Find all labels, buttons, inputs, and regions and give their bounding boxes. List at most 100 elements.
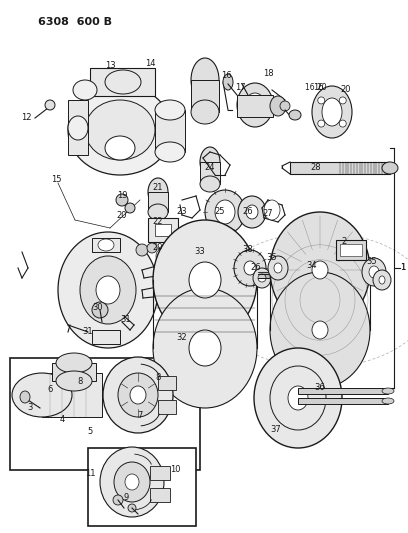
Ellipse shape (223, 74, 233, 90)
Bar (155, 110, 185, 152)
Text: 37: 37 (271, 425, 282, 434)
Ellipse shape (73, 80, 97, 100)
Text: 21: 21 (153, 183, 163, 192)
Ellipse shape (116, 194, 128, 206)
Bar (158, 400, 176, 414)
Ellipse shape (312, 321, 328, 339)
Text: 38: 38 (243, 246, 253, 254)
Bar (340, 244, 362, 256)
Ellipse shape (200, 147, 220, 177)
Ellipse shape (270, 366, 326, 430)
Ellipse shape (189, 262, 221, 298)
Ellipse shape (191, 100, 219, 124)
Text: 32: 32 (177, 334, 187, 343)
Text: 16: 16 (221, 70, 231, 79)
Ellipse shape (45, 100, 55, 110)
Ellipse shape (312, 86, 352, 138)
Text: 30: 30 (93, 303, 103, 312)
Text: 9: 9 (123, 494, 129, 503)
Text: 19: 19 (117, 191, 127, 200)
Ellipse shape (373, 270, 391, 290)
Bar (92, 238, 120, 252)
Text: 6308  600 B: 6308 600 B (38, 17, 112, 27)
Text: 24: 24 (205, 164, 215, 173)
Text: 12: 12 (21, 114, 31, 123)
Text: 16: 16 (313, 83, 323, 92)
Ellipse shape (382, 388, 394, 394)
Ellipse shape (312, 261, 328, 279)
Text: 4: 4 (60, 416, 64, 424)
Text: 16 20: 16 20 (305, 83, 327, 92)
Text: 27: 27 (263, 209, 273, 219)
Ellipse shape (68, 85, 172, 175)
Ellipse shape (362, 258, 386, 286)
Ellipse shape (270, 96, 286, 116)
Text: 17: 17 (235, 83, 245, 92)
Text: 35: 35 (367, 257, 377, 266)
Bar (10, 358, 200, 470)
Text: 10: 10 (170, 465, 180, 474)
Ellipse shape (280, 101, 290, 111)
Ellipse shape (113, 495, 123, 505)
Bar (150, 488, 170, 502)
Ellipse shape (200, 176, 220, 192)
Bar (148, 192, 168, 212)
Ellipse shape (85, 100, 155, 160)
Bar (200, 162, 220, 184)
Bar (237, 95, 273, 117)
Ellipse shape (339, 120, 346, 127)
Ellipse shape (58, 232, 158, 348)
Ellipse shape (156, 249, 168, 263)
Ellipse shape (155, 100, 185, 120)
Text: 35: 35 (267, 254, 277, 262)
Text: 36: 36 (315, 384, 325, 392)
Ellipse shape (12, 373, 72, 417)
Ellipse shape (130, 386, 146, 404)
Ellipse shape (245, 93, 265, 117)
Bar (191, 80, 219, 112)
Ellipse shape (264, 200, 280, 220)
Ellipse shape (322, 98, 342, 126)
Ellipse shape (288, 386, 308, 410)
Ellipse shape (237, 83, 273, 127)
Ellipse shape (96, 276, 120, 304)
Ellipse shape (125, 474, 139, 490)
Ellipse shape (274, 263, 282, 273)
Text: 29: 29 (153, 244, 163, 253)
Text: 34: 34 (307, 262, 317, 271)
Text: 33: 33 (195, 247, 205, 256)
Ellipse shape (118, 373, 158, 417)
Text: 3: 3 (27, 403, 33, 413)
Text: 20: 20 (117, 211, 127, 220)
Text: 8: 8 (155, 374, 161, 383)
Ellipse shape (80, 256, 136, 324)
Ellipse shape (92, 302, 108, 318)
Ellipse shape (189, 330, 221, 366)
Bar (155, 224, 171, 236)
Ellipse shape (244, 261, 256, 275)
Ellipse shape (238, 196, 266, 228)
Text: 8: 8 (77, 377, 83, 386)
Ellipse shape (171, 329, 185, 343)
Bar (150, 466, 170, 480)
Text: 13: 13 (105, 61, 115, 70)
Text: 1: 1 (400, 263, 406, 272)
Ellipse shape (98, 239, 114, 251)
Ellipse shape (369, 266, 379, 278)
Ellipse shape (205, 190, 245, 234)
Text: 31: 31 (83, 327, 93, 336)
Ellipse shape (155, 142, 185, 162)
Ellipse shape (215, 200, 235, 224)
Bar (298, 398, 388, 404)
Text: 18: 18 (263, 69, 273, 77)
Ellipse shape (100, 447, 164, 517)
Ellipse shape (382, 398, 394, 404)
Ellipse shape (136, 244, 148, 256)
Ellipse shape (379, 276, 385, 284)
Ellipse shape (254, 348, 342, 448)
Ellipse shape (246, 205, 258, 219)
Ellipse shape (105, 136, 135, 160)
Ellipse shape (382, 162, 398, 174)
Bar (148, 218, 178, 242)
Text: 14: 14 (145, 59, 155, 68)
